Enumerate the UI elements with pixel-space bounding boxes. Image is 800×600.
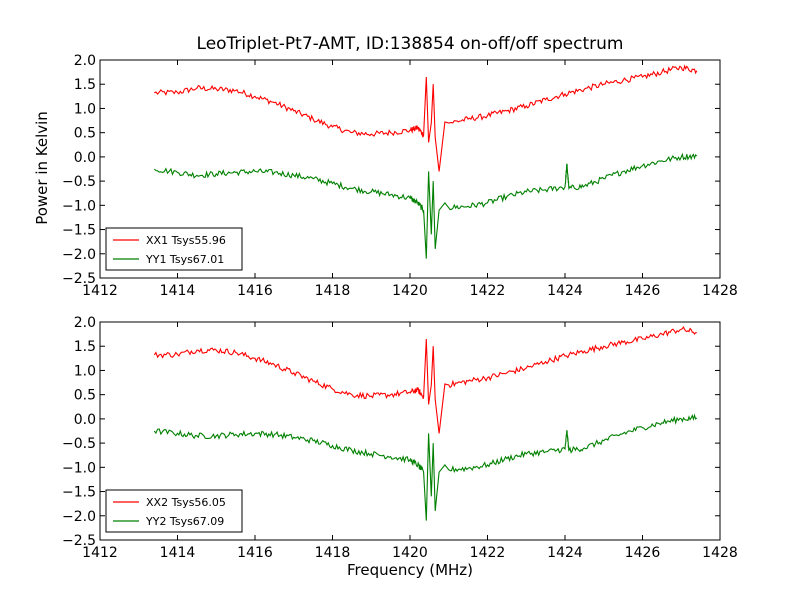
x-tick-label: 1426: [625, 283, 661, 299]
x-tick-label: 1420: [392, 545, 428, 561]
y-tick-label: 0.0: [74, 150, 96, 166]
x-tick-label: 1428: [702, 545, 738, 561]
y-tick-label: 1.5: [74, 339, 96, 355]
x-tick-label: 1424: [547, 283, 583, 299]
panel-2: 1412 1414 1416 1418 1420 1422 1424 1426 1428 2.0 1…: [62, 315, 738, 561]
y-tick-label: −1.0: [62, 198, 96, 214]
x-tick-label: 1422: [470, 283, 506, 299]
y-tick-label: −2.5: [62, 533, 96, 549]
y-tick-label: −1.5: [62, 223, 96, 239]
y-tick-label: −1.0: [62, 460, 96, 476]
x-tick-label: 1418: [315, 545, 351, 561]
y-tick-label: 2.0: [74, 315, 96, 331]
x-tick-label: 1414: [160, 545, 196, 561]
x-tick-label: 1414: [160, 283, 196, 299]
y-tick-label: 1.0: [74, 363, 96, 379]
chart-title: LeoTriplet-Pt7-AMT, ID:138854 on-off/off…: [196, 34, 624, 54]
x-tick-label: 1420: [392, 283, 428, 299]
series-line-1: [153, 326, 697, 434]
y-tick-label: −0.5: [62, 436, 96, 452]
y-tick-label: −2.0: [62, 247, 96, 263]
x-tick-label: 1426: [625, 545, 661, 561]
legend-label-2: YY2 Tsys67.09: [145, 515, 224, 528]
x-tick-label: 1416: [237, 283, 273, 299]
legend-label-1: XX1 Tsys55.96: [146, 234, 226, 247]
y-tick-label: −1.5: [62, 485, 96, 501]
y-tick-label: 1.0: [74, 101, 96, 117]
y-tick-label: 0.5: [74, 126, 96, 142]
y-tick-label: −2.5: [62, 271, 96, 287]
x-tick-label: 1418: [315, 283, 351, 299]
x-axis-label: Frequency (MHz): [346, 561, 474, 579]
series-line-1: [154, 64, 698, 172]
x-tick-label: 1422: [470, 545, 506, 561]
panel-1: 1412 1414 1416 1418 1420 1422 1424 1426 1428 2.0 1…: [62, 53, 738, 299]
x-tick-label: 1424: [547, 545, 583, 561]
y-tick-label: 2.0: [74, 53, 96, 69]
x-tick-label: 1416: [237, 545, 273, 561]
x-tick-label: 1428: [702, 283, 738, 299]
y-tick-label: 0.5: [74, 388, 96, 404]
y-tick-label: −0.5: [62, 174, 96, 190]
series-line-2: [153, 413, 698, 521]
legend-box: [105, 227, 243, 271]
legend-label-1: XX2 Tsys56.05: [146, 496, 226, 509]
y-tick-label: 1.5: [74, 77, 96, 93]
legend-box: [105, 489, 243, 533]
x-tick-label: 1412: [82, 545, 118, 561]
series-line-2: [153, 152, 698, 259]
legend-label-2: YY1 Tsys67.01: [145, 253, 224, 266]
y-tick-label: −2.0: [62, 509, 96, 525]
y-tick-label: 0.0: [74, 412, 96, 428]
x-tick-label: 1412: [82, 283, 118, 299]
